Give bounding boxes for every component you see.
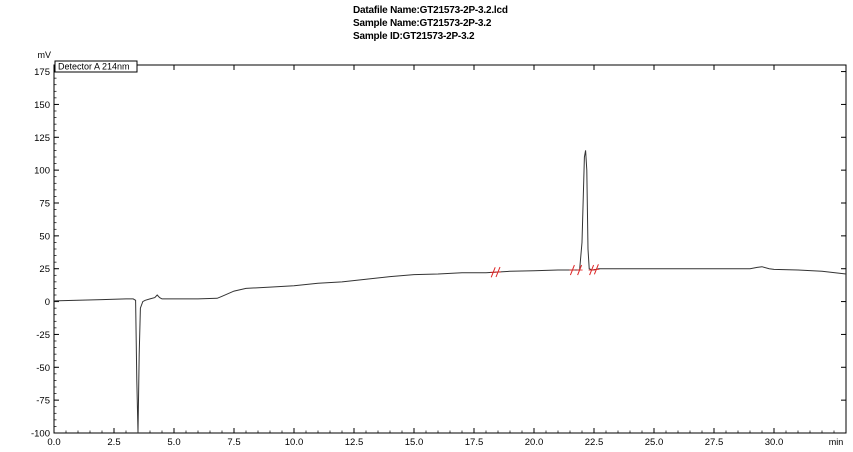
- labels: mV min: [38, 50, 844, 447]
- x-tick-label: 5.0: [167, 437, 180, 448]
- y-tick-label: -100: [31, 429, 50, 440]
- legend-label: Detector A 214nm: [58, 62, 130, 72]
- x-tick-label: 7.5: [227, 437, 240, 448]
- chromatogram-header: Datafile Name:GT21573-2P-3.2.lcd Sample …: [353, 4, 508, 43]
- y-tick-label: 50: [39, 231, 50, 242]
- y-tick-label: 175: [34, 67, 50, 78]
- y-axis-unit: mV: [38, 50, 52, 60]
- y-tick-label: -25: [36, 330, 50, 341]
- x-tick-label: 12.5: [345, 437, 364, 448]
- trace: [53, 150, 847, 434]
- x-tick-label: 10.0: [285, 437, 304, 448]
- sample-id: Sample ID:GT21573-2P-3.2: [353, 31, 475, 42]
- x-tick-label: 15.0: [405, 437, 424, 448]
- legend: Detector A 214nm: [54, 60, 138, 73]
- datafile-name: Datafile Name:GT21573-2P-3.2.lcd: [353, 5, 508, 16]
- sample-name: Sample Name:GT21573-2P-3.2: [353, 18, 492, 29]
- y-tick-label: -75: [36, 396, 50, 407]
- plot-frame: [53, 64, 847, 434]
- legend-box: [54, 60, 138, 73]
- integration-markers: [490, 264, 600, 278]
- axes: [53, 64, 847, 434]
- y-tick-label: 25: [39, 264, 50, 275]
- x-tick-label: 0.0: [47, 437, 60, 448]
- y-tick-label: 150: [34, 100, 50, 111]
- x-tick-label: 25.0: [645, 437, 664, 448]
- y-tick-label: 75: [39, 199, 50, 210]
- y-tick-label: -50: [36, 363, 50, 374]
- y-tick-label: 125: [34, 133, 50, 144]
- x-tick-label: 20.0: [525, 437, 544, 448]
- x-tick-label: 27.5: [705, 437, 724, 448]
- x-tick-label: 30.0: [765, 437, 784, 448]
- y-tick-label: 100: [34, 166, 50, 177]
- x-axis-unit: min: [829, 437, 844, 447]
- x-tick-label: 17.5: [465, 437, 484, 448]
- x-tick-label: 2.5: [107, 437, 120, 448]
- x-tick-label: 22.5: [585, 437, 604, 448]
- y-tick-label: 0: [45, 297, 50, 308]
- chromatogram-trace: [53, 150, 847, 434]
